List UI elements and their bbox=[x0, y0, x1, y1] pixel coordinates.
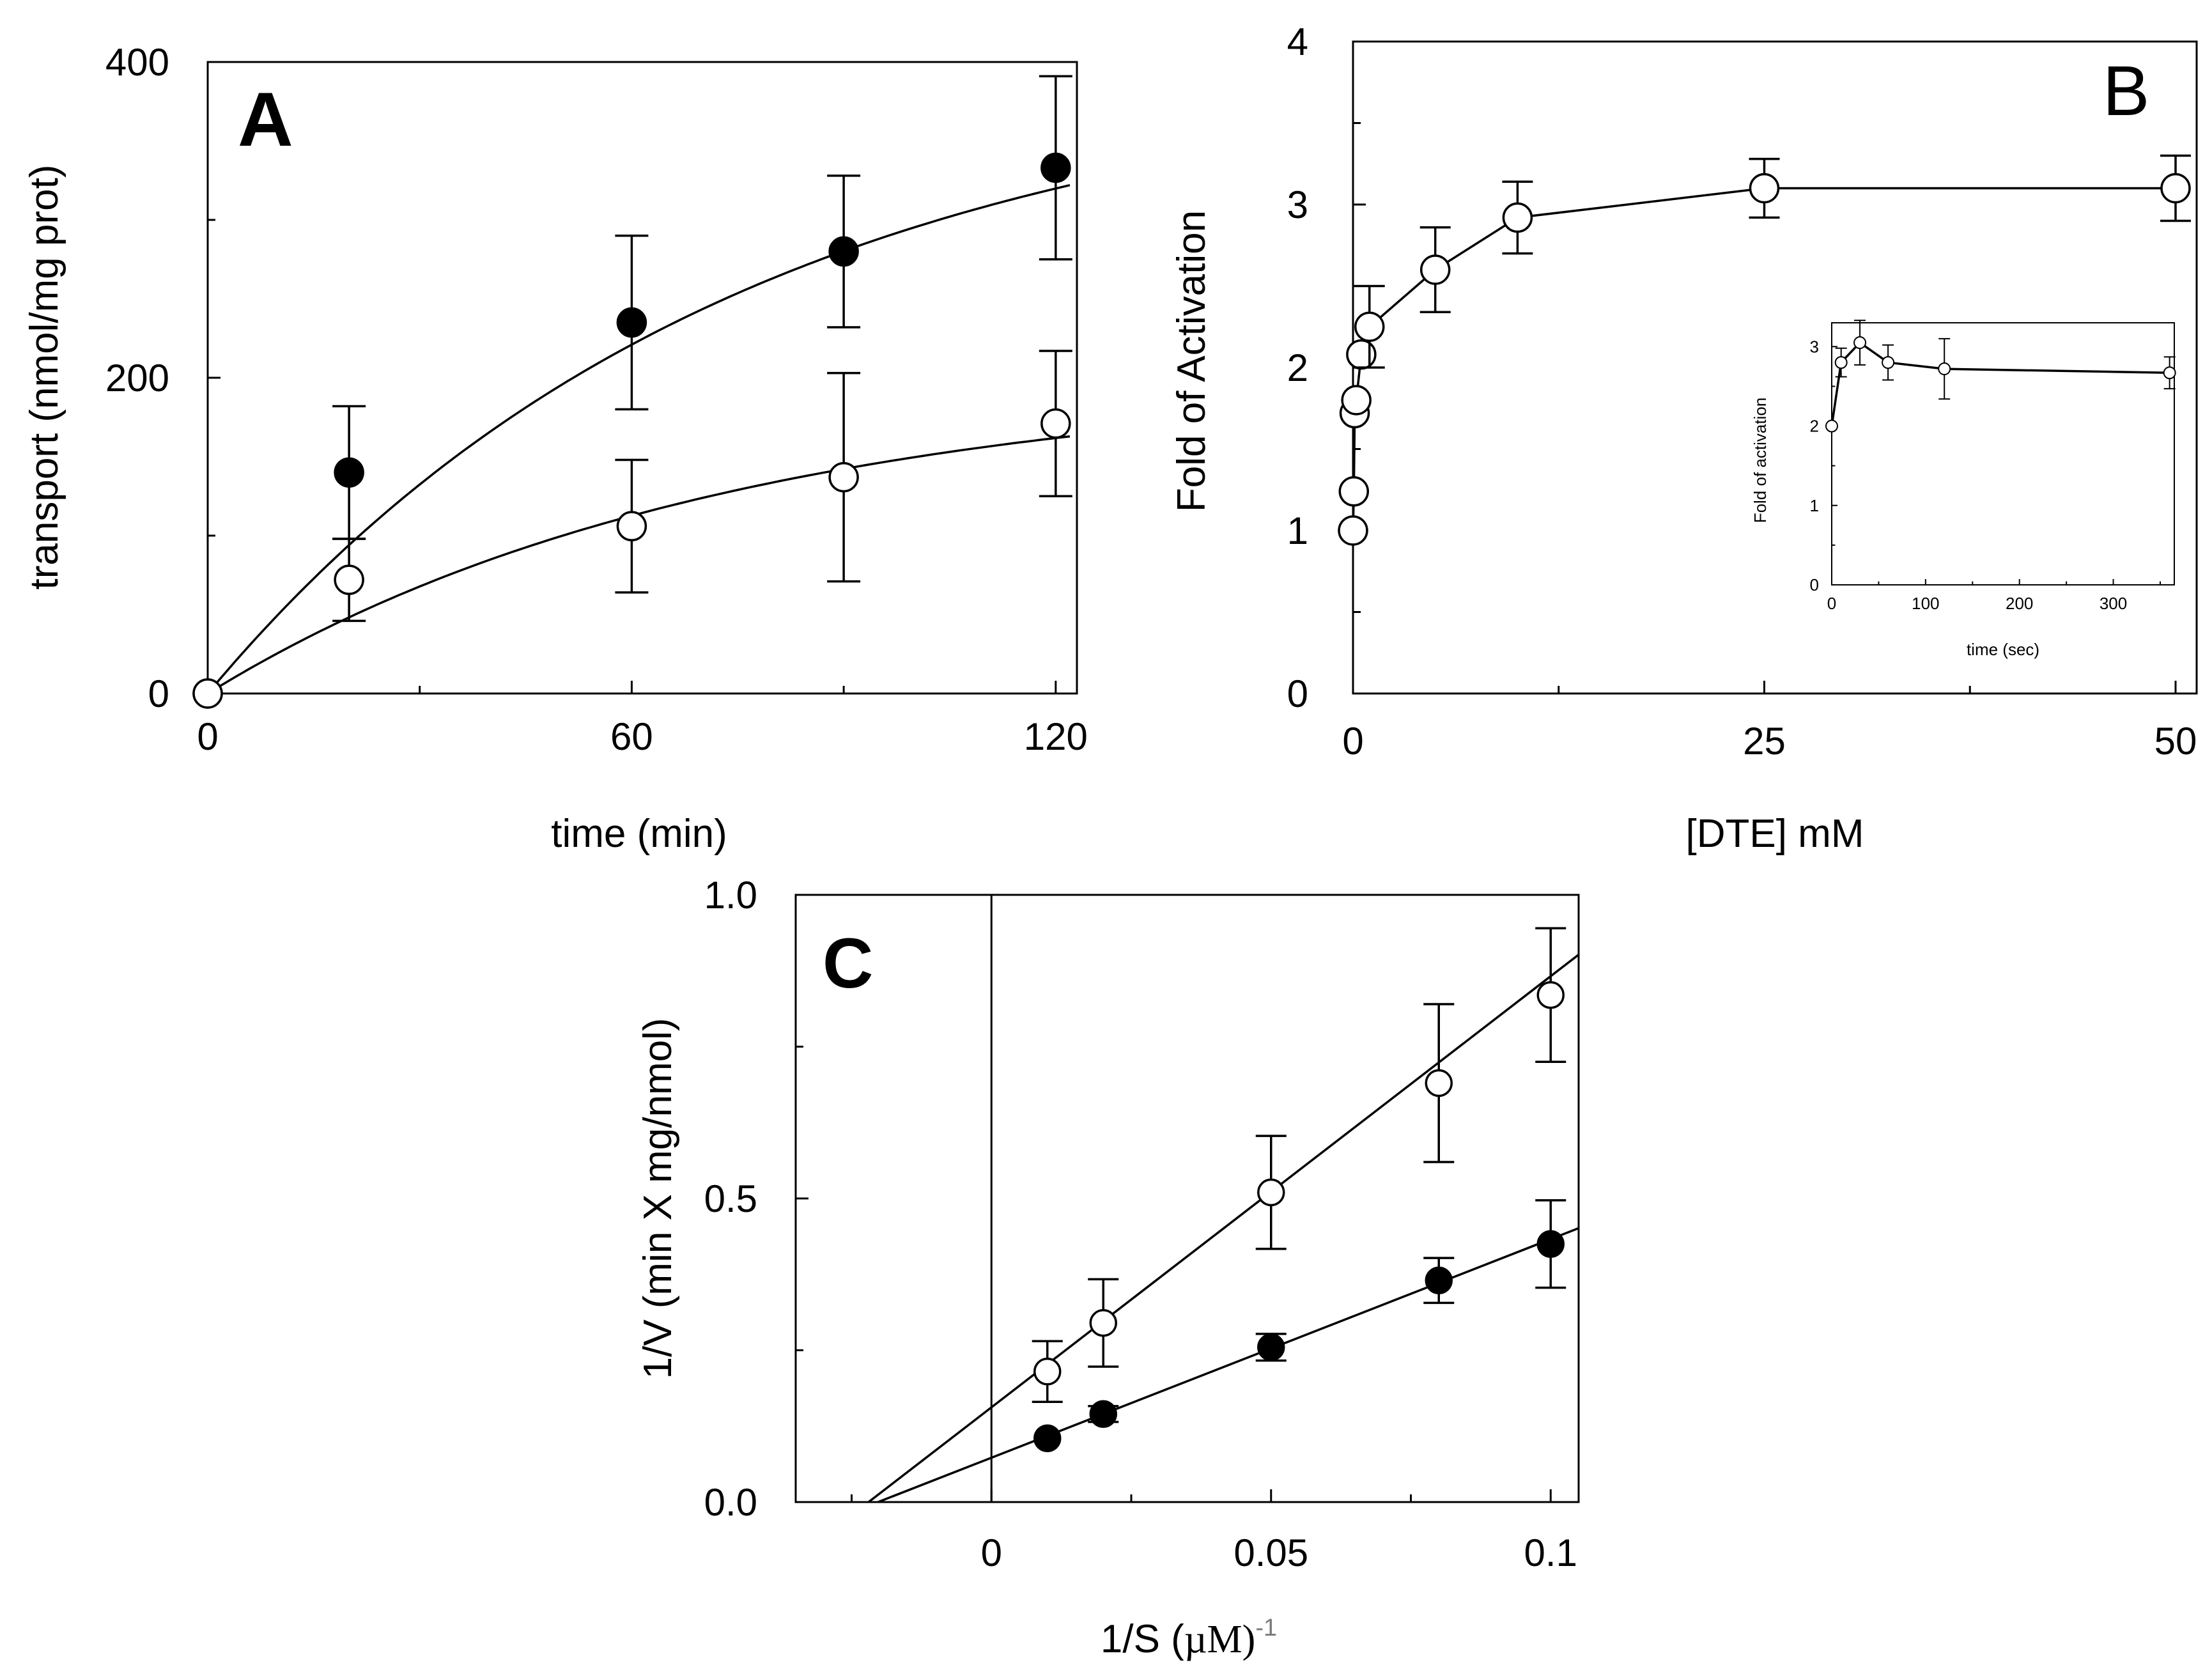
panel-b-letter: B bbox=[2103, 52, 2149, 130]
panel-a-xtick-label: 60 bbox=[610, 715, 653, 758]
inset-frame bbox=[1831, 322, 2175, 585]
inset-point-open bbox=[1938, 362, 1951, 376]
inset-point-open bbox=[2163, 366, 2176, 380]
panel-b-frame bbox=[1352, 40, 2198, 695]
inset-ylabel: Fold of activation bbox=[1751, 398, 1770, 523]
panel-c-fit-line bbox=[878, 1227, 1579, 1503]
panel-a-point-filled bbox=[1040, 152, 1071, 183]
panel-b-xtick-label: 25 bbox=[1743, 720, 1786, 763]
panel-b-ylabel: Fold of Activation bbox=[1170, 210, 1214, 512]
inset-ytick-label: 3 bbox=[1810, 337, 1819, 356]
panel-a-point-open bbox=[828, 461, 859, 493]
panel-b: 0 25 50 0 1 2 3 4 B [DTE] mM Fold of Activation… bbox=[1170, 20, 2198, 856]
panel-a-point-open bbox=[192, 678, 223, 709]
panel-c-point-filled bbox=[1425, 1266, 1453, 1294]
panel-c-xtick-label: 0.05 bbox=[1234, 1531, 1308, 1574]
panel-b-ytick-label: 0 bbox=[1287, 672, 1308, 715]
inset-xtick-label: 100 bbox=[1912, 594, 1939, 613]
panel-b-point-open bbox=[1341, 385, 1372, 415]
panel-a-fit-curve bbox=[206, 183, 1071, 695]
inset-ytick-label: 0 bbox=[1810, 575, 1819, 594]
panel-a-point-open bbox=[1040, 408, 1071, 439]
panel-b-ytick-label: 2 bbox=[1287, 346, 1308, 389]
panel-c: 0 0.05 0.1 0.0 0.5 1.0 C 1/S (µM)-1 1/V (min … bbox=[636, 874, 1580, 1661]
panel-a-letter: A bbox=[238, 77, 293, 162]
panel-c-ytick-label: 1.0 bbox=[704, 874, 757, 917]
inset-point-open bbox=[1825, 419, 1838, 433]
panel-c-point-filled bbox=[1257, 1333, 1285, 1361]
panel-c-frame bbox=[794, 894, 1580, 1503]
panel-b-point-open bbox=[1419, 254, 1451, 285]
panel-b-point-open bbox=[1338, 476, 1370, 507]
panel-b-xlabel: [DTE] mM bbox=[1686, 812, 1864, 856]
panel-c-point-filled bbox=[1536, 1230, 1565, 1258]
panel-c-point-open bbox=[1033, 1358, 1062, 1386]
panel-b-ytick-label: 4 bbox=[1287, 20, 1308, 63]
panel-c-xtick-label: 0 bbox=[981, 1531, 1002, 1574]
panel-c-point-filled bbox=[1033, 1424, 1062, 1452]
panel-c-fit-line bbox=[867, 954, 1580, 1503]
panel-a-point-filled bbox=[828, 236, 859, 267]
panel-c-xtick-label: 0.1 bbox=[1524, 1531, 1577, 1574]
panel-c-ylabel: 1/V (min X mg/nmol) bbox=[636, 1018, 680, 1379]
inset-xtick-label: 300 bbox=[2100, 594, 2127, 613]
panel-c-point-filled bbox=[1089, 1400, 1117, 1428]
panel-c-ytick-label: 0.5 bbox=[704, 1177, 757, 1220]
panel-c-point-open bbox=[1425, 1069, 1453, 1097]
panel-c-ytick-label: 0.0 bbox=[704, 1481, 757, 1524]
panel-b-inset: 0 100 200 300 0 1 2 3 time (sec) Fold of activa… bbox=[1751, 320, 2176, 659]
panel-b-ytick-label: 1 bbox=[1287, 509, 1308, 552]
panel-b-point-open bbox=[1502, 202, 1533, 233]
panel-a-xtick-label: 120 bbox=[1024, 715, 1088, 758]
panel-b-point-open bbox=[1346, 339, 1377, 370]
panel-a-ylabel: transport (nmol/mg prot) bbox=[22, 165, 66, 590]
panel-c-point-open bbox=[1089, 1309, 1117, 1337]
panel-a-point-open bbox=[334, 564, 364, 595]
panel-a-frame bbox=[206, 61, 1078, 695]
panel-c-xlabel: 1/S (µM)-1 bbox=[1101, 1615, 1277, 1661]
inset-xtick-label: 0 bbox=[1827, 594, 1836, 613]
panel-b-ytick-label: 3 bbox=[1287, 183, 1308, 226]
panel-b-point-open bbox=[1749, 173, 1780, 204]
panel-a-point-open bbox=[616, 511, 647, 541]
inset-point-open bbox=[1834, 356, 1848, 369]
inset-point-open bbox=[1882, 356, 1895, 369]
panel-b-point-open bbox=[1338, 515, 1368, 546]
inset-connect-line bbox=[1830, 341, 2170, 426]
panel-a-ytick-label: 0 bbox=[148, 672, 169, 715]
panel-b-xtick-label: 50 bbox=[2154, 720, 2197, 763]
panel-a-xlabel: time (min) bbox=[551, 812, 727, 856]
inset-xlabel: time (sec) bbox=[1967, 640, 2039, 659]
panel-a-ytick-label: 200 bbox=[105, 357, 169, 399]
inset-xtick-label: 200 bbox=[2006, 594, 2033, 613]
panel-c-point-open bbox=[1257, 1178, 1285, 1207]
panel-b-point-open bbox=[1354, 311, 1385, 342]
panel-a-ytick-label: 400 bbox=[105, 41, 169, 84]
panel-c-letter: C bbox=[823, 924, 873, 1003]
panel-b-xtick-label: 0 bbox=[1342, 720, 1363, 763]
panel-c-xlabel-unit: µM) bbox=[1184, 1618, 1256, 1661]
panel-c-point-open bbox=[1536, 981, 1565, 1009]
inset-ytick-label: 2 bbox=[1810, 417, 1819, 436]
panel-c-xlabel-sup: -1 bbox=[1255, 1615, 1277, 1641]
panel-b-point-open bbox=[2160, 173, 2191, 204]
panel-a: 0 60 120 0 200 400 A time (min) transport (nm… bbox=[22, 41, 1088, 856]
panel-a-point-filled bbox=[334, 457, 364, 488]
panel-c-xlabel-text: 1/S ( bbox=[1101, 1617, 1184, 1661]
panel-a-point-filled bbox=[616, 307, 647, 338]
inset-ytick-label: 1 bbox=[1810, 496, 1819, 515]
inset-point-open bbox=[1853, 336, 1867, 350]
panel-a-xtick-label: 0 bbox=[197, 715, 218, 758]
